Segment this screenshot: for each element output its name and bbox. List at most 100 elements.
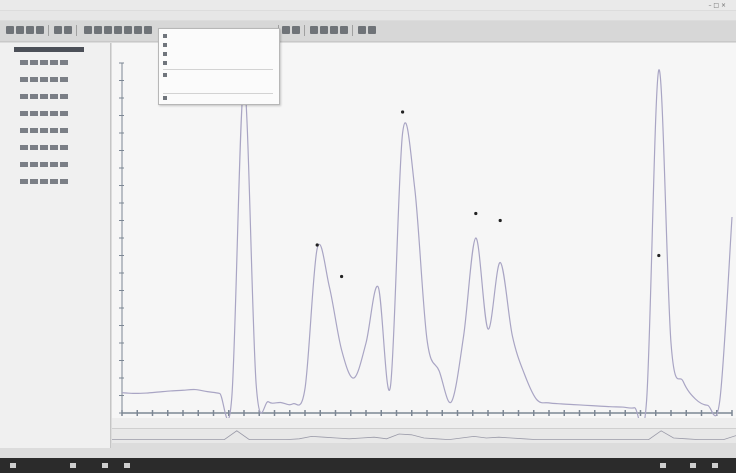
overlay-icon[interactable] <box>30 77 38 82</box>
window-controls[interactable]: – □ × <box>708 2 726 9</box>
export-icon[interactable] <box>60 94 68 99</box>
start-icon[interactable] <box>10 463 16 468</box>
export-icon[interactable] <box>60 77 68 82</box>
chart-icon[interactable] <box>340 26 348 34</box>
report-icon[interactable] <box>50 145 58 150</box>
peak-icon[interactable] <box>40 128 48 133</box>
export-icon[interactable] <box>358 26 366 34</box>
menu-item-icon <box>163 43 167 47</box>
overview-line <box>112 430 736 441</box>
sidebar-item[interactable] <box>20 144 70 152</box>
grid-icon[interactable] <box>282 26 290 34</box>
help-icon[interactable] <box>368 26 376 34</box>
view-icon[interactable] <box>20 60 28 65</box>
peak-icon[interactable] <box>40 60 48 65</box>
report-icon[interactable] <box>50 128 58 133</box>
taskbar-app-icon[interactable] <box>70 463 76 468</box>
undo-icon[interactable] <box>54 26 62 34</box>
measure-icon[interactable] <box>320 26 328 34</box>
toolbar-separator <box>48 25 49 36</box>
overlay-icon[interactable] <box>30 179 38 184</box>
overlay-icon[interactable] <box>30 162 38 167</box>
sidebar-item[interactable] <box>20 110 70 118</box>
sidebar-item[interactable] <box>20 178 70 186</box>
export-icon[interactable] <box>60 179 68 184</box>
report-icon[interactable] <box>50 179 58 184</box>
peak-marker <box>340 274 344 279</box>
sidebar-item[interactable] <box>20 76 70 84</box>
tree-root[interactable] <box>14 47 84 52</box>
peak-icon[interactable] <box>40 111 48 116</box>
cursor-icon[interactable] <box>310 26 318 34</box>
label-icon[interactable] <box>330 26 338 34</box>
report-icon[interactable] <box>50 77 58 82</box>
taskbar-app-icon[interactable] <box>102 463 108 468</box>
peak-icon[interactable] <box>40 145 48 150</box>
dropdown-item[interactable] <box>163 42 170 47</box>
select-icon[interactable] <box>104 26 112 34</box>
menu-item-icon <box>163 73 167 77</box>
report-icon[interactable] <box>50 60 58 65</box>
dropdown-item[interactable] <box>163 51 170 56</box>
view-icon[interactable] <box>20 111 28 116</box>
view-icon[interactable] <box>20 77 28 82</box>
new-file-icon[interactable] <box>6 26 14 34</box>
chromatogram-chart[interactable] <box>112 43 736 428</box>
view-icon[interactable] <box>20 128 28 133</box>
overlay-icon[interactable] <box>30 60 38 65</box>
sidebar-item[interactable] <box>20 93 70 101</box>
tray-icon[interactable] <box>660 463 666 468</box>
redo-icon[interactable] <box>64 26 72 34</box>
overview-strip[interactable] <box>112 428 736 443</box>
export-icon[interactable] <box>60 111 68 116</box>
tray-icon[interactable] <box>712 463 718 468</box>
report-icon[interactable] <box>50 111 58 116</box>
peak-marker <box>315 243 319 247</box>
dropdown-item[interactable] <box>163 60 170 65</box>
peak-icon[interactable] <box>40 77 48 82</box>
x-axis-strip <box>112 418 736 428</box>
export-icon[interactable] <box>60 128 68 133</box>
overlay-icon[interactable] <box>30 128 38 133</box>
view-icon[interactable] <box>20 94 28 99</box>
view-icon[interactable] <box>20 179 28 184</box>
sidebar-tree <box>0 43 111 448</box>
sidebar-item[interactable] <box>20 161 70 169</box>
zoom-out-icon[interactable] <box>94 26 102 34</box>
zoom-in-icon[interactable] <box>84 26 92 34</box>
view-icon[interactable] <box>20 145 28 150</box>
peak-icon[interactable] <box>40 162 48 167</box>
export-icon[interactable] <box>60 145 68 150</box>
dropdown-item[interactable] <box>163 72 170 77</box>
open-file-icon[interactable] <box>16 26 24 34</box>
peak-icon[interactable] <box>40 179 48 184</box>
print-icon[interactable] <box>36 26 44 34</box>
integrate-icon[interactable] <box>134 26 142 34</box>
menu-item-icon <box>163 34 167 38</box>
dropdown-separator <box>163 93 273 94</box>
sidebar-item[interactable] <box>20 59 70 67</box>
export-icon[interactable] <box>60 162 68 167</box>
toolbar <box>0 21 736 42</box>
overlay-icon[interactable] <box>30 145 38 150</box>
plot-panel[interactable] <box>112 43 736 428</box>
overlay-icon[interactable] <box>30 111 38 116</box>
report-icon[interactable] <box>50 162 58 167</box>
view-icon[interactable] <box>20 162 28 167</box>
dropdown-item[interactable] <box>163 95 170 100</box>
overlay-icon[interactable] <box>144 26 152 34</box>
axis-icon[interactable] <box>292 26 300 34</box>
peak-pick-icon[interactable] <box>114 26 122 34</box>
tray-icon[interactable] <box>690 463 696 468</box>
dropdown-menu[interactable] <box>158 28 280 105</box>
sidebar-item[interactable] <box>20 127 70 135</box>
overlay-icon[interactable] <box>30 94 38 99</box>
export-icon[interactable] <box>60 60 68 65</box>
overview-chart[interactable] <box>112 429 736 443</box>
baseline-icon[interactable] <box>124 26 132 34</box>
dropdown-item[interactable] <box>163 33 170 38</box>
report-icon[interactable] <box>50 94 58 99</box>
save-icon[interactable] <box>26 26 34 34</box>
taskbar-app-icon[interactable] <box>124 463 130 468</box>
peak-icon[interactable] <box>40 94 48 99</box>
